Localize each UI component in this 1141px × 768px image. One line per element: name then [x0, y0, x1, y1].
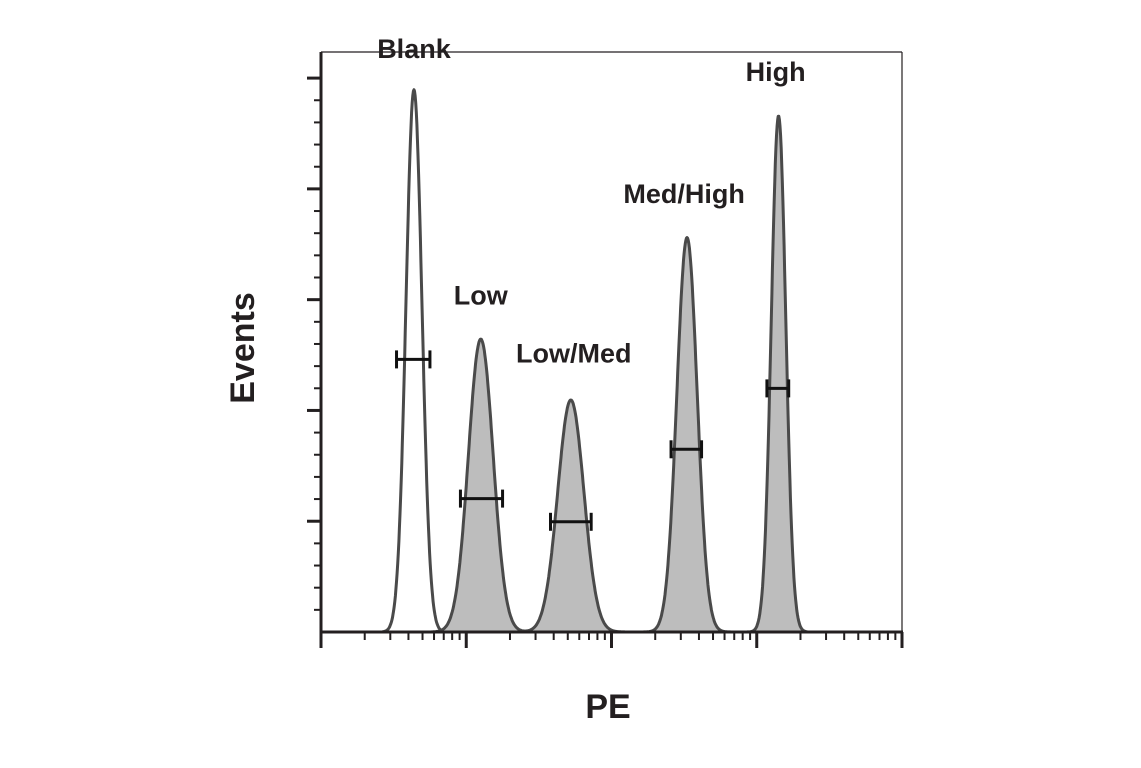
- x-axis-title: PE: [585, 688, 630, 726]
- axis-layer: [307, 52, 904, 648]
- peak-label-low: Low: [454, 280, 509, 310]
- series-area-beads: [431, 116, 808, 632]
- gate-marker-beads-4: [765, 379, 791, 398]
- gate-marker-beads-3: [669, 440, 704, 459]
- plot-frame: [321, 51, 903, 632]
- y-axis-title: Events: [224, 292, 262, 404]
- peak-label-blank: Blank: [377, 34, 452, 64]
- gate-marker-beads-1: [458, 489, 505, 508]
- peak-label-low-med: Low/Med: [516, 338, 632, 368]
- peak-label-high: High: [746, 57, 806, 87]
- series-line-blank: [381, 88, 447, 634]
- gate-marker-blank-1: [395, 350, 432, 369]
- marker-layer: [395, 350, 791, 531]
- peak-label-med-high: Med/High: [623, 179, 745, 209]
- gate-marker-beads-2: [548, 512, 593, 531]
